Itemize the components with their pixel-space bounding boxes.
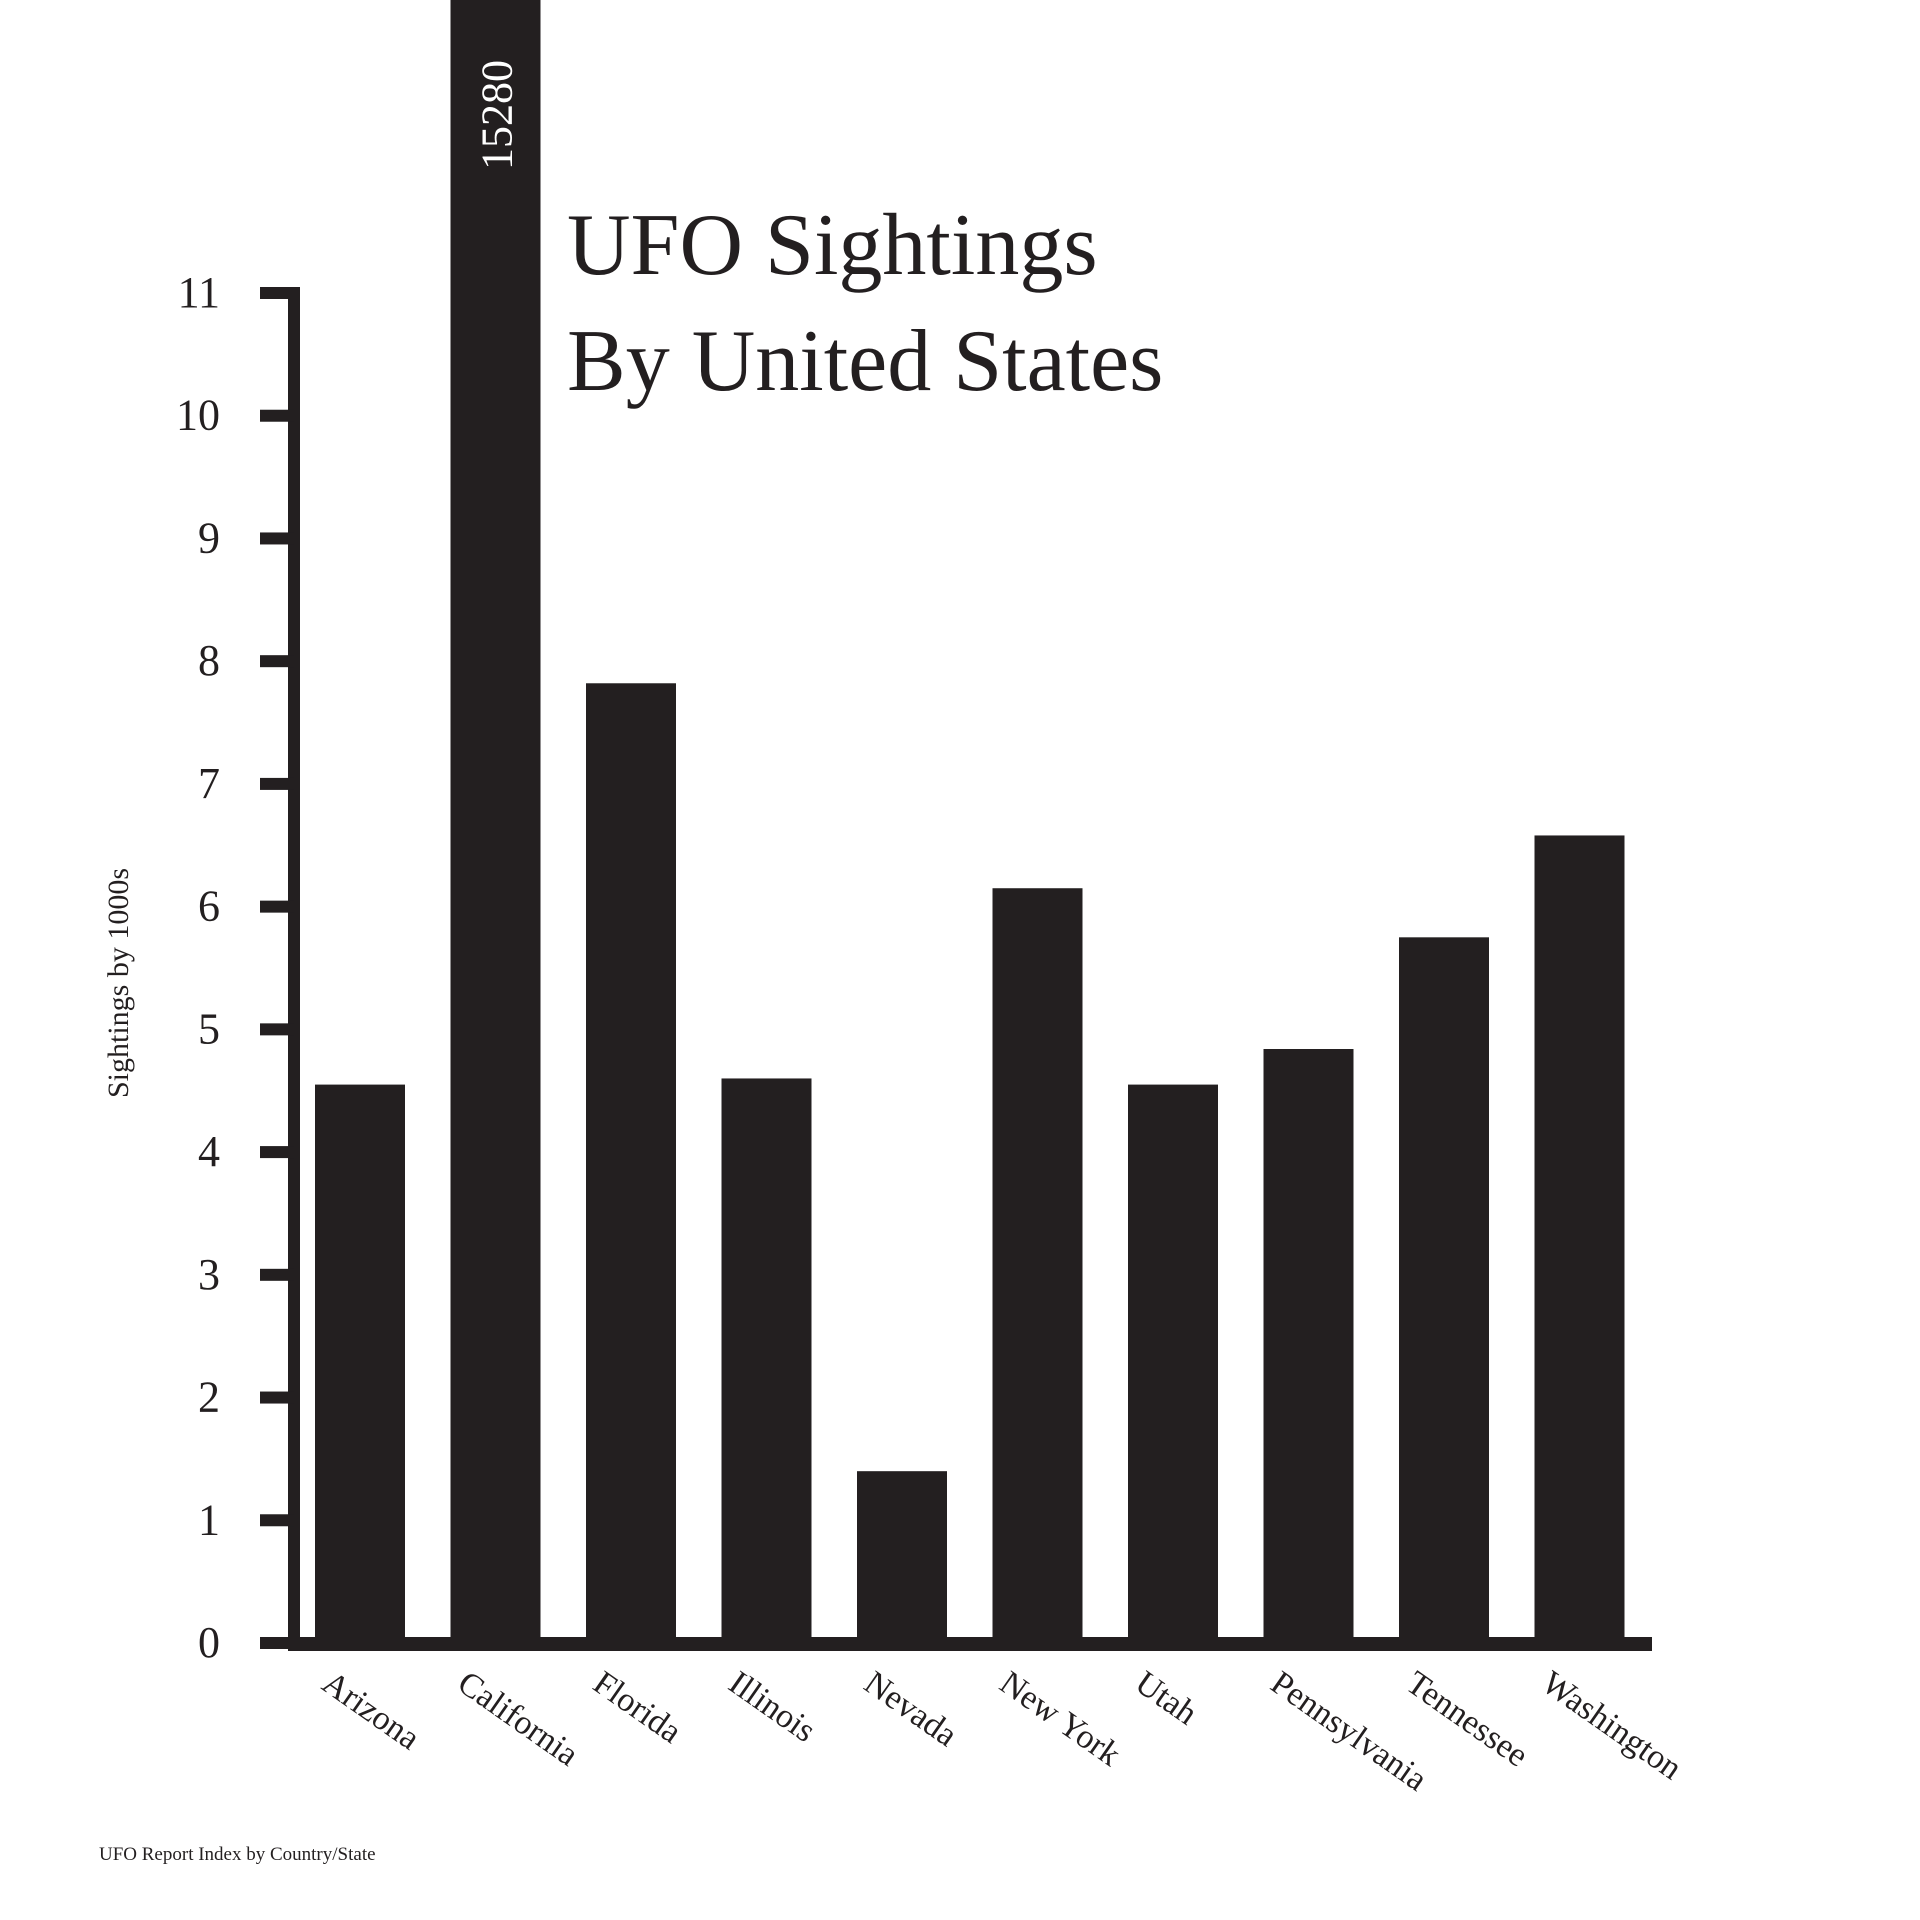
- y-tick-label: 10: [176, 391, 220, 440]
- y-tick: [260, 1146, 294, 1159]
- bar: [857, 1471, 947, 1643]
- y-tick: [260, 409, 294, 422]
- y-tick-label: 3: [198, 1250, 220, 1299]
- y-tick-label: 4: [198, 1127, 220, 1176]
- chart-title: UFO Sightings: [567, 197, 1098, 294]
- x-tick-label: New York: [993, 1664, 1127, 1773]
- y-tick-label: 1: [198, 1495, 220, 1544]
- y-tick: [260, 777, 294, 790]
- x-tick-label: Washington: [1535, 1664, 1689, 1787]
- y-tick-label: 0: [198, 1618, 220, 1667]
- bar: [315, 1084, 405, 1643]
- bars: [315, 0, 1625, 1643]
- x-axis: [288, 1637, 1652, 1651]
- y-tick: [260, 1268, 294, 1281]
- x-tick-label: Arizona: [315, 1664, 426, 1757]
- x-tick-label: Nevada: [857, 1664, 963, 1754]
- bar: [1263, 1049, 1354, 1643]
- y-tick-label: 11: [178, 268, 220, 317]
- y-tick: [260, 1637, 294, 1649]
- y-tick: [260, 1023, 294, 1036]
- x-tick-label: Florida: [586, 1664, 688, 1751]
- x-tick-label: California: [451, 1664, 585, 1773]
- chart-title: By United States: [567, 313, 1163, 410]
- y-tick: [260, 1514, 294, 1527]
- y-tick: [260, 287, 294, 299]
- y-tick-label: 9: [198, 513, 220, 562]
- y-tick: [260, 1391, 294, 1404]
- bar: [721, 1078, 812, 1643]
- y-tick-label: 6: [198, 882, 220, 931]
- y-axis-label: Sightings by 1000s: [102, 868, 135, 1098]
- x-tick-label: Utah: [1128, 1664, 1203, 1732]
- bar: [992, 888, 1083, 1643]
- y-tick-label: 8: [198, 636, 220, 685]
- y-tick-label: 5: [198, 1004, 220, 1053]
- bar: [586, 683, 676, 1643]
- source-note: UFO Report Index by Country/State: [99, 1844, 376, 1865]
- y-tick-label: 2: [198, 1373, 220, 1422]
- y-axis: [288, 287, 300, 1649]
- bar: [1534, 835, 1625, 1643]
- bar: [450, 0, 541, 1643]
- y-tick: [260, 655, 294, 668]
- y-tick: [260, 900, 294, 913]
- x-tick-label: Illinois: [722, 1664, 822, 1750]
- bar: [1399, 937, 1489, 1643]
- y-tick: [260, 532, 294, 545]
- value-label: 15280: [473, 60, 522, 170]
- bar: [1128, 1084, 1218, 1643]
- y-tick-label: 7: [198, 759, 220, 808]
